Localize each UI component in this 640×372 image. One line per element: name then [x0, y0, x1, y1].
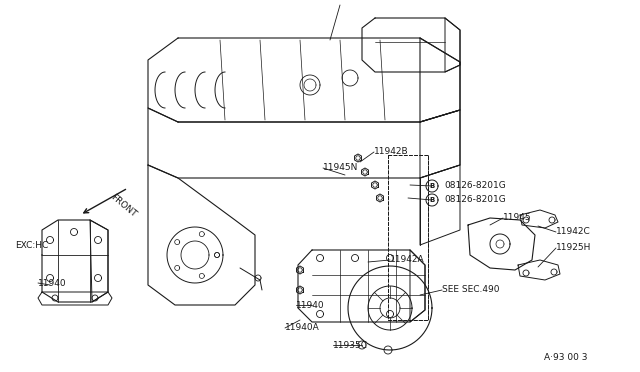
Text: 11940: 11940: [296, 301, 324, 310]
Text: 08126-8201G: 08126-8201G: [444, 196, 506, 205]
Text: 11940: 11940: [38, 279, 67, 288]
Text: EXC:HC: EXC:HC: [15, 241, 48, 250]
Text: 11942A: 11942A: [390, 256, 424, 264]
Text: SEE SEC.490: SEE SEC.490: [442, 285, 499, 295]
Text: 11942C: 11942C: [556, 228, 591, 237]
Text: 11942B: 11942B: [374, 148, 408, 157]
Text: 11925H: 11925H: [556, 244, 591, 253]
Text: 11940A: 11940A: [285, 324, 320, 333]
Text: FRONT: FRONT: [109, 193, 138, 219]
Text: B: B: [429, 197, 435, 203]
Text: 11945: 11945: [503, 214, 532, 222]
Text: 11935C: 11935C: [333, 340, 368, 350]
Text: 11945N: 11945N: [323, 164, 358, 173]
Text: 08126-8201G: 08126-8201G: [444, 182, 506, 190]
Text: B: B: [429, 183, 435, 189]
Text: A·93 00 3: A·93 00 3: [544, 353, 588, 362]
